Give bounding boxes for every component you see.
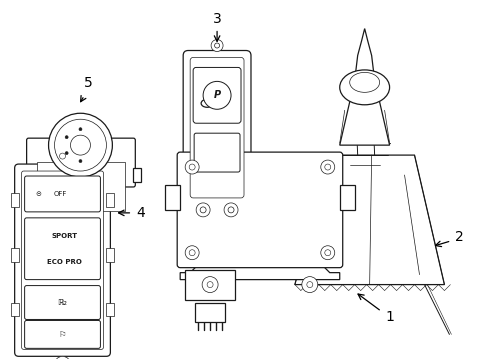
Text: 2: 2 — [455, 230, 464, 244]
Ellipse shape — [340, 70, 390, 105]
Text: 5: 5 — [84, 76, 93, 90]
Circle shape — [189, 164, 195, 170]
Ellipse shape — [350, 72, 380, 92]
Circle shape — [71, 135, 91, 155]
Bar — [11, 302, 19, 316]
Polygon shape — [28, 140, 133, 185]
Circle shape — [49, 113, 112, 177]
FancyBboxPatch shape — [183, 50, 251, 205]
Bar — [106, 193, 114, 207]
Circle shape — [79, 128, 82, 131]
Circle shape — [211, 40, 223, 51]
Circle shape — [325, 250, 331, 256]
Polygon shape — [340, 185, 355, 210]
FancyBboxPatch shape — [193, 67, 241, 123]
Circle shape — [79, 159, 82, 163]
Text: 1: 1 — [385, 310, 394, 324]
Circle shape — [189, 250, 195, 256]
Circle shape — [207, 282, 213, 288]
Circle shape — [321, 246, 335, 260]
Polygon shape — [195, 302, 225, 323]
Circle shape — [59, 153, 66, 159]
FancyBboxPatch shape — [15, 164, 110, 356]
Text: 4: 4 — [136, 206, 145, 220]
Text: ⊝: ⊝ — [36, 191, 42, 197]
FancyBboxPatch shape — [24, 320, 100, 348]
Polygon shape — [133, 168, 141, 182]
Polygon shape — [180, 155, 340, 265]
Circle shape — [224, 203, 238, 217]
FancyBboxPatch shape — [22, 171, 103, 349]
FancyBboxPatch shape — [24, 218, 100, 280]
FancyBboxPatch shape — [24, 285, 100, 319]
Text: OFF: OFF — [54, 191, 67, 197]
Bar — [11, 193, 19, 207]
Circle shape — [307, 282, 313, 288]
Circle shape — [215, 43, 220, 48]
Bar — [106, 302, 114, 316]
Ellipse shape — [201, 99, 213, 107]
Bar — [11, 248, 19, 262]
Circle shape — [200, 207, 206, 213]
Circle shape — [65, 136, 68, 139]
Circle shape — [54, 119, 106, 171]
Text: SPORT: SPORT — [51, 233, 77, 239]
Polygon shape — [21, 168, 28, 182]
FancyBboxPatch shape — [177, 152, 343, 268]
Polygon shape — [180, 263, 340, 280]
Circle shape — [185, 246, 199, 260]
Circle shape — [325, 164, 331, 170]
Text: ECO PRO: ECO PRO — [47, 259, 82, 265]
Text: ⚐: ⚐ — [59, 330, 66, 339]
Polygon shape — [185, 270, 235, 300]
Polygon shape — [340, 28, 390, 145]
FancyBboxPatch shape — [194, 133, 240, 172]
Circle shape — [203, 81, 231, 109]
Circle shape — [65, 152, 68, 154]
Polygon shape — [295, 155, 444, 285]
Bar — [106, 248, 114, 262]
Circle shape — [321, 160, 335, 174]
Text: ℝ₂: ℝ₂ — [58, 298, 68, 307]
Circle shape — [185, 160, 199, 174]
Text: P: P — [214, 90, 220, 100]
FancyBboxPatch shape — [26, 138, 135, 187]
Circle shape — [302, 276, 318, 293]
Polygon shape — [165, 185, 180, 210]
Circle shape — [196, 203, 210, 217]
FancyBboxPatch shape — [190, 58, 244, 198]
Circle shape — [228, 207, 234, 213]
Circle shape — [54, 356, 71, 360]
Circle shape — [202, 276, 218, 293]
FancyBboxPatch shape — [24, 176, 100, 212]
Bar — [37, 162, 125, 211]
Circle shape — [54, 148, 71, 164]
Text: 3: 3 — [213, 12, 221, 26]
